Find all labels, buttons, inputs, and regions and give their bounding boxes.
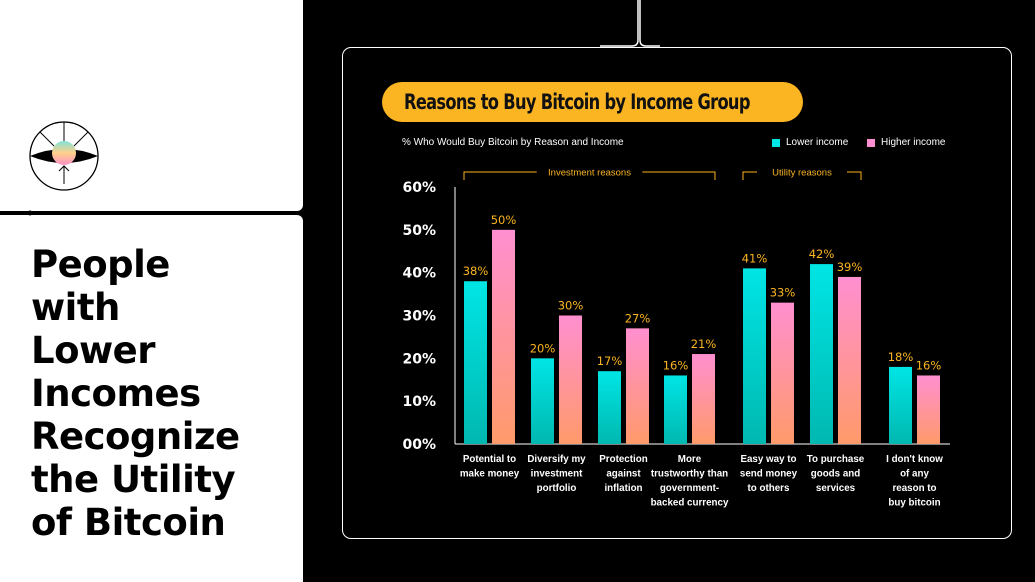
x-tick-label: Potential to make money [460, 454, 520, 480]
globe-eye-logo-icon [29, 121, 99, 191]
group-bracket-left [742, 171, 757, 180]
chart-subtitle: % Who Would Buy Bitcoin by Reason and In… [402, 137, 624, 148]
x-tick-label: To purchase goods and services [807, 454, 865, 494]
legend-higher-income: Higher income [867, 137, 945, 148]
bar-lower-income [810, 264, 833, 444]
bar-value-label: 30% [558, 299, 584, 313]
bar-value-label: 17% [597, 354, 623, 368]
bar-value-label: 16% [916, 358, 942, 372]
left-panel: People with Lower Incomes Recognize the … [0, 0, 303, 582]
group-label: Utility reasons [772, 168, 832, 179]
bar-value-label: 38% [463, 264, 489, 278]
bar-value-label: 20% [530, 341, 556, 355]
legend-swatch-higher [867, 138, 875, 147]
bar-higher-income [838, 276, 861, 444]
bar-higher-income [771, 302, 794, 444]
bar-value-label: 33% [770, 286, 796, 300]
x-tick-label: I don't know of any reason to buy bitcoin [886, 454, 943, 509]
bar-lower-income [464, 281, 487, 444]
legend-swatch-lower [772, 138, 780, 147]
chart-title-pill [382, 82, 803, 122]
x-tick-label: More trustworthy than government-backed cu… [651, 454, 729, 509]
headline-panel [0, 215, 303, 582]
bar-higher-income [917, 375, 940, 444]
bar-value-label: 21% [691, 337, 717, 351]
y-tick-label: 40% [402, 266, 436, 282]
bar-higher-income [492, 229, 515, 444]
headline: People with Lower Incomes Recognize the … [31, 243, 240, 544]
y-tick-label: 10% [402, 394, 436, 410]
bar-higher-income [692, 354, 715, 444]
y-tick-label: 50% [402, 223, 436, 239]
x-tick-label: Easy way to send money to others [740, 454, 798, 494]
bar-higher-income [559, 315, 582, 444]
bar-higher-income [626, 328, 649, 444]
x-tick-label: Diversify my investment portfolio [527, 454, 586, 494]
decorative-divider [27, 210, 303, 216]
decorative-lines [600, 0, 660, 47]
legend-lower-income: Lower income [772, 137, 848, 148]
bar-value-label: 50% [491, 213, 517, 227]
chart-card [342, 47, 1012, 539]
bar-value-label: 18% [888, 350, 914, 364]
bar-value-label: 41% [742, 251, 768, 265]
y-tick-label: 20% [402, 351, 436, 367]
bar-lower-income [598, 371, 621, 444]
group-label: Investment reasons [548, 168, 631, 179]
group-bracket-left [463, 171, 537, 180]
chart-title: Reasons to Buy Bitcoin by Income Group [404, 90, 750, 114]
x-tick-label: Protection against inflation [599, 454, 647, 494]
group-bracket-right [847, 171, 862, 180]
legend-label-higher: Higher income [881, 137, 946, 148]
bar-lower-income [531, 358, 554, 444]
bar-lower-income [664, 375, 687, 444]
bar-value-label: 16% [663, 358, 689, 372]
bar-lower-income [889, 366, 912, 444]
y-tick-label: 30% [402, 309, 436, 325]
bar-chart: 00% 10% 20% 30% 40% 50% 60% Investment reasons U… [402, 168, 950, 509]
bar-value-label: 39% [837, 260, 863, 274]
group-bracket-right [642, 171, 716, 180]
y-tick-label: 00% [402, 437, 436, 453]
bar-value-label: 42% [809, 247, 835, 261]
bar-value-label: 27% [625, 311, 651, 325]
y-tick-label: 60% [402, 180, 436, 196]
bar-lower-income [743, 268, 766, 444]
legend-label-lower: Lower income [786, 137, 849, 148]
